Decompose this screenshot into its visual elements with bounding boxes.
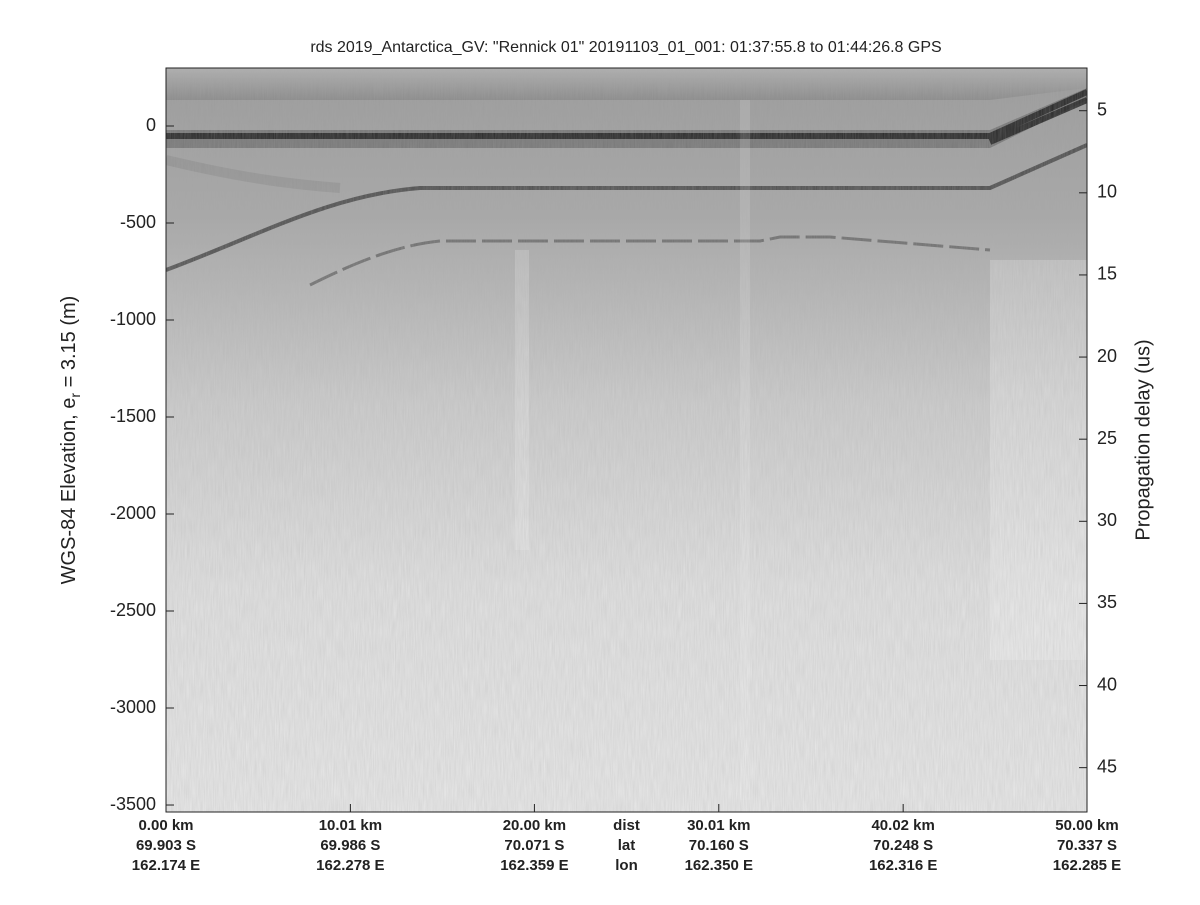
y2-tick-label: 30 — [1097, 510, 1117, 530]
x-tick-label: 30.01 km — [687, 817, 750, 834]
y2-tick-label: 25 — [1097, 428, 1117, 448]
x-tick-label: 0.00 km — [138, 817, 193, 834]
lat-label: 70.248 S — [873, 837, 933, 854]
y2-tick-label: 15 — [1097, 264, 1117, 284]
y-tick-label: -3000 — [110, 697, 156, 717]
lat-label: 70.337 S — [1057, 837, 1117, 854]
y-axis-label-sub: r — [67, 393, 83, 398]
y-axis-label: WGS-84 Elevation, er = 3.15 (m) — [58, 296, 82, 585]
lon-label: 162.278 E — [316, 857, 384, 874]
plot-frame — [165, 67, 1088, 813]
lat-label: 69.903 S — [136, 837, 196, 854]
y-axis-label-text: WGS-84 Elevation, e — [58, 398, 80, 585]
y2-tick-label: 10 — [1097, 182, 1117, 202]
y2-tick-label: 45 — [1097, 756, 1117, 776]
lon-label: 162.316 E — [869, 857, 937, 874]
y-tick-label: -2500 — [110, 600, 156, 620]
row-label: dist — [613, 817, 640, 834]
lon-label: 162.174 E — [132, 857, 200, 874]
x-tick-label: 20.00 km — [503, 817, 566, 834]
lon-label: 162.359 E — [500, 857, 568, 874]
y-tick-label: -1000 — [110, 309, 156, 329]
lon-label: 162.285 E — [1053, 857, 1121, 874]
y-tick-label: -1500 — [110, 406, 156, 426]
y2-axis-label: Propagation delay (us) — [1132, 339, 1154, 540]
row-label: lat — [618, 837, 636, 854]
chart-title: rds 2019_Antarctica_GV: "Rennick 01" 201… — [310, 39, 941, 56]
y-tick-label: -500 — [120, 212, 156, 232]
x-tick-label: 10.01 km — [319, 817, 382, 834]
lat-label: 69.986 S — [320, 837, 380, 854]
y2-tick-label: 20 — [1097, 346, 1117, 366]
y-tick-label: 0 — [146, 115, 156, 135]
y-tick-label: -2000 — [110, 503, 156, 523]
echogram — [166, 68, 1087, 812]
row-label: lon — [615, 857, 638, 874]
y-axis-label-rest: = 3.15 (m) — [58, 296, 80, 393]
y2-tick-label: 5 — [1097, 99, 1107, 119]
lon-label: 162.350 E — [685, 857, 753, 874]
lat-label: 70.160 S — [689, 837, 749, 854]
lat-label: 70.071 S — [504, 837, 564, 854]
x-tick-label: 50.00 km — [1055, 817, 1118, 834]
y2-tick-label: 35 — [1097, 592, 1117, 612]
x-tick-label: 40.02 km — [871, 817, 934, 834]
y2-tick-label: 40 — [1097, 674, 1117, 694]
y-tick-label: -3500 — [110, 794, 156, 814]
